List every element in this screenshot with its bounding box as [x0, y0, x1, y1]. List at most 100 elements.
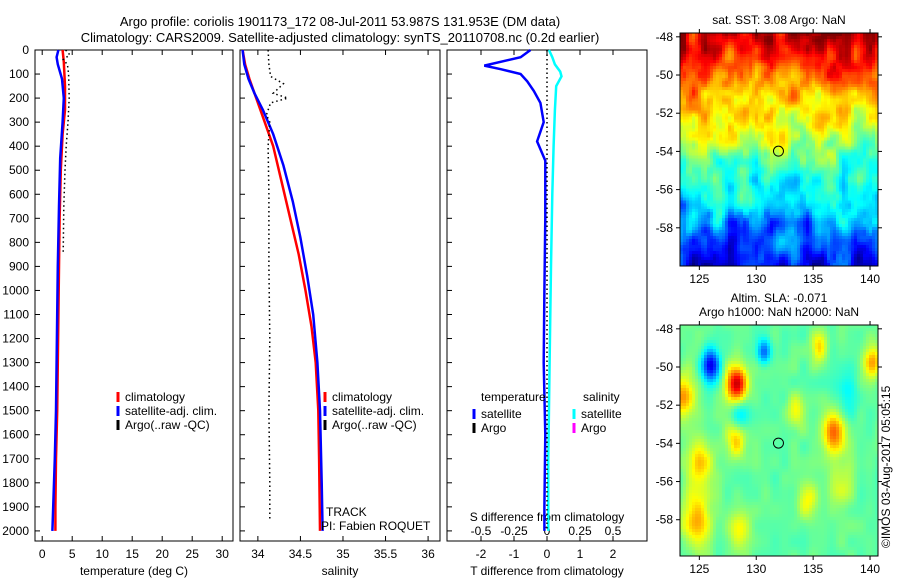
- sla-map-ytick-label: -56: [656, 475, 674, 489]
- temperature-xtick-label: 5: [69, 547, 76, 561]
- temperature-xtick-label: 30: [216, 547, 230, 561]
- sst-map-title: sat. SST: 3.08 Argo: NaN: [712, 13, 845, 27]
- salinity-axes-box: [239, 49, 441, 542]
- sst-map-ytick-label: -54: [656, 144, 674, 158]
- sla-map-ytick-label: -48: [656, 322, 674, 336]
- depth-tick-label: 200: [9, 91, 29, 105]
- argo-position-marker: [772, 145, 784, 157]
- sla-map-frame: [679, 324, 879, 557]
- difference-xlabel: T difference from climatology: [470, 564, 624, 578]
- temperature-series-argo-raw-qc-: [62, 49, 71, 253]
- diff-legend-label: satellite: [481, 407, 522, 421]
- depth-tick-label: 1000: [2, 283, 29, 297]
- temperature-xtick-label: 0: [39, 547, 46, 561]
- depth-tick-label: 100: [9, 67, 29, 81]
- temperature-xtick-label: 10: [96, 547, 110, 561]
- depth-tick-label: 600: [9, 187, 29, 201]
- sla-map-ytick-label: -58: [656, 513, 674, 527]
- sst-map-ytick-label: -50: [656, 68, 674, 82]
- title-line-2: Climatology: CARS2009. Satellite-adjuste…: [81, 30, 600, 45]
- s-diff-tick-label: 0.5: [605, 524, 622, 538]
- sst-map-ytick-label: -48: [656, 30, 674, 44]
- title-line-1: Argo profile: coriolis 1901173_172 08-Ju…: [120, 14, 560, 29]
- copyright-label: ©IMOS 03-Aug-2017 05:05:15: [879, 385, 893, 548]
- depth-tick-label: 0: [22, 43, 29, 57]
- pi-label: PI: Fabien ROQUET: [321, 519, 431, 533]
- sst-map-ytick-label: -56: [656, 183, 674, 197]
- depth-tick-label: 800: [9, 235, 29, 249]
- salinity-legend-label: climatology: [332, 390, 392, 404]
- salinity-xlabel: salinity: [322, 564, 359, 578]
- s-diff-tick-label: -0.25: [500, 524, 528, 538]
- s-diff-tick-label: 0: [544, 524, 551, 538]
- salinity-series-satellite-adj-clim-: [241, 49, 324, 531]
- temperature-xlabel: temperature (deg C): [80, 564, 188, 578]
- sst-map-xtick-label: 130: [746, 272, 766, 286]
- sst-map-frame: [679, 32, 879, 267]
- depth-tick-label: 1500: [2, 404, 29, 418]
- sla-map-xtick-label: 125: [689, 562, 709, 576]
- depth-tick-label: 300: [9, 115, 29, 129]
- sla-map-title: Altim. SLA: -0.071: [731, 291, 828, 305]
- diff-legend-label: Argo: [581, 421, 607, 435]
- difference-xtick-label: -1: [509, 547, 520, 561]
- temperature-legend-label: satellite-adj. clim.: [125, 404, 217, 418]
- salinity-legend-label: Argo(..raw -QC): [332, 418, 417, 432]
- depth-tick-label: 1700: [2, 452, 29, 466]
- salinity-xtick-label: 35.5: [374, 547, 398, 561]
- salinity-xtick-label: 35: [336, 547, 350, 561]
- temperature-xtick-label: 25: [186, 547, 200, 561]
- temperature-legend-label: Argo(..raw -QC): [125, 418, 210, 432]
- sla-map-ytick-label: -54: [656, 436, 674, 450]
- difference-xtick-label: -2: [476, 547, 487, 561]
- difference-xtick-label: 2: [610, 547, 617, 561]
- depth-tick-label: 2000: [2, 524, 29, 538]
- sst-map-xtick-label: 125: [689, 272, 709, 286]
- track-label: TRACK: [326, 505, 367, 519]
- depth-tick-label: 1100: [3, 307, 29, 321]
- s-diff-axis-label: S difference from climatology: [470, 510, 625, 524]
- depth-tick-label: 1900: [2, 500, 29, 514]
- salinity-xtick-label: 36: [421, 547, 435, 561]
- s-diff-tick-label: 0.25: [568, 524, 592, 538]
- sla-map-ytick-label: -50: [656, 360, 674, 374]
- temperature-legend-label: climatology: [125, 390, 185, 404]
- temperature-axes-box: [34, 49, 234, 542]
- sla-map-xtick-label: 135: [803, 562, 823, 576]
- argo-position-marker: [772, 437, 784, 449]
- diff-legend-label: satellite: [581, 407, 622, 421]
- sst-map-xtick-label: 140: [860, 272, 880, 286]
- depth-tick-label: 700: [9, 211, 29, 225]
- sla-map-subtitle: Argo h1000: NaN h2000: NaN: [699, 305, 859, 319]
- depth-tick-label: 1400: [2, 380, 29, 394]
- depth-tick-label: 500: [9, 163, 29, 177]
- sla-map-ytick-label: -52: [656, 398, 674, 412]
- difference-series-temperature-satellite: [484, 48, 547, 531]
- salinity-xtick-label: 34: [251, 547, 265, 561]
- sst-map-image: [680, 33, 878, 266]
- depth-tick-label: 900: [9, 259, 29, 273]
- sst-map-xtick-label: 135: [803, 272, 823, 286]
- difference-series-salinity-satellite: [547, 49, 563, 531]
- s-diff-tick-label: -0.5: [471, 524, 492, 538]
- legend-temperature-header: temperature: [481, 390, 546, 404]
- sst-map-ytick-label: -52: [656, 106, 674, 120]
- sla-map-xtick-label: 140: [860, 562, 880, 576]
- difference-xtick-label: 0: [544, 547, 551, 561]
- sla-map-image: [680, 325, 878, 556]
- legend-salinity-header: salinity: [583, 390, 620, 404]
- depth-tick-label: 1300: [2, 356, 29, 370]
- difference-xtick-label: 1: [577, 547, 584, 561]
- temperature-xtick-label: 15: [126, 547, 140, 561]
- temperature-xtick-label: 20: [156, 547, 170, 561]
- sst-map-ytick-label: -58: [656, 221, 674, 235]
- salinity-xtick-label: 34.5: [289, 547, 313, 561]
- temperature-series-satellite-adj-clim-: [51, 49, 66, 531]
- salinity-legend-label: satellite-adj. clim.: [332, 404, 424, 418]
- depth-tick-label: 1200: [2, 332, 29, 346]
- depth-tick-label: 1600: [2, 428, 29, 442]
- depth-tick-label: 1800: [2, 476, 29, 490]
- depth-tick-label: 400: [9, 139, 29, 153]
